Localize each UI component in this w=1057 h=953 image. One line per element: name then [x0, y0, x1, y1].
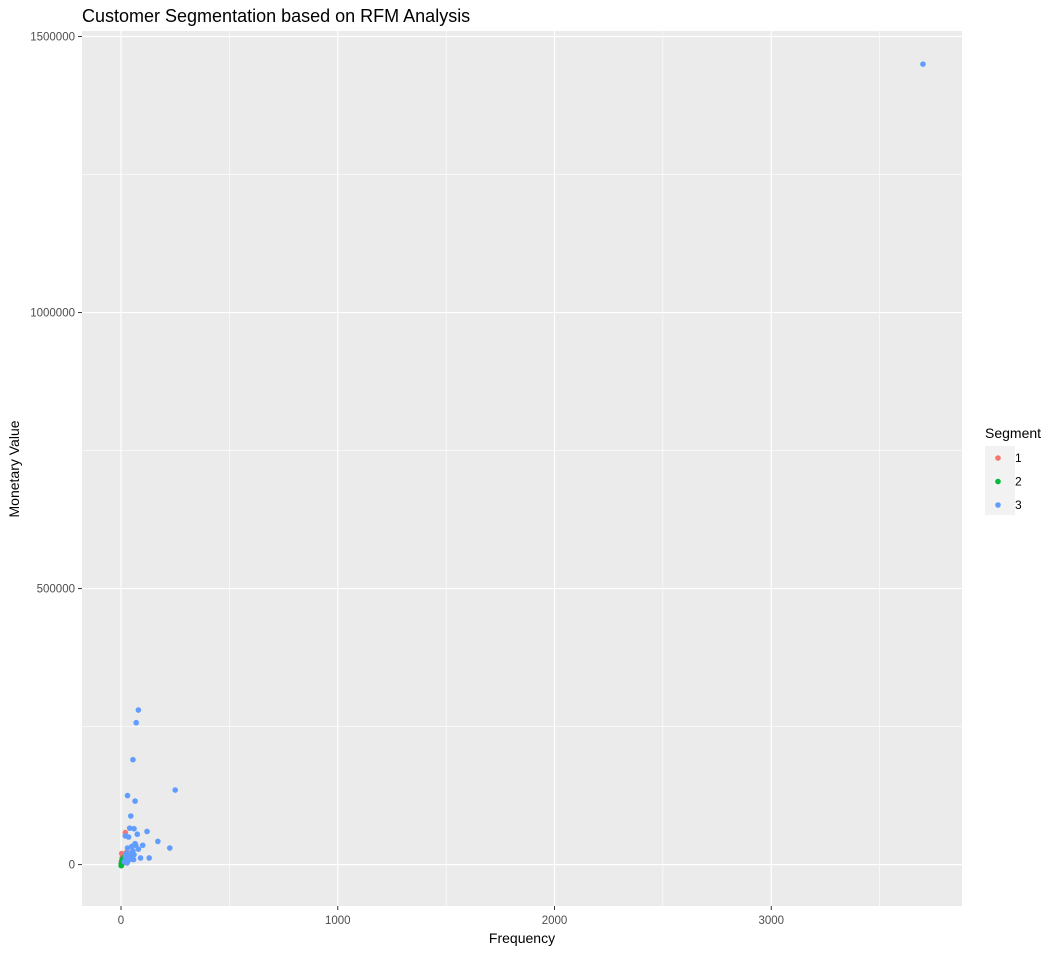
data-point-segment-3 [132, 798, 138, 804]
data-point-segment-3 [124, 845, 131, 851]
legend-key-2 [995, 478, 1001, 485]
data-point-segment-3 [920, 61, 926, 67]
y-tick-label: 500000 [37, 584, 75, 596]
data-point-segment-3 [124, 860, 130, 866]
x-tick-label: 3000 [758, 915, 784, 927]
data-point-segment-3 [132, 842, 139, 849]
legend-label-1: 1 [1015, 451, 1022, 465]
data-point-segment-3 [133, 719, 139, 726]
data-point-segment-3 [134, 831, 141, 838]
data-point-segment-3 [125, 834, 132, 840]
legend-label-2: 2 [1015, 475, 1022, 489]
legend-key-3 [995, 502, 1001, 508]
legend-label-3: 3 [1015, 498, 1022, 512]
legend-title: Segment [985, 425, 1041, 441]
data-point-segment-3 [131, 825, 137, 832]
data-point-segment-3 [124, 792, 131, 799]
chart-title: Customer Segmentation based on RFM Analy… [82, 6, 470, 26]
data-point-segment-3 [144, 828, 150, 835]
x-tick-label: 1000 [325, 915, 351, 927]
data-point-segment-3 [137, 855, 144, 861]
data-point-segment-3 [127, 813, 134, 819]
data-point-segment-3 [130, 856, 137, 863]
data-point-segment-3 [135, 707, 142, 713]
data-point-segment-3 [166, 845, 173, 851]
plot-panel [82, 31, 962, 906]
x-axis-ticks: 0 1000 2000 3000 [118, 906, 784, 927]
legend: Segment 1 2 3 [985, 425, 1041, 515]
y-axis-title: Monetary Value [6, 420, 22, 517]
y-axis-ticks: 0 500000 1000000 1500000 [30, 32, 82, 872]
data-point-segment-3 [126, 825, 133, 831]
x-tick-label: 2000 [542, 915, 568, 927]
y-tick-label: 0 [69, 860, 75, 872]
x-axis-title: Frequency [489, 930, 555, 946]
legend-key-1 [995, 455, 1001, 461]
data-point-segment-3 [155, 838, 161, 845]
data-point-segment-3 [139, 842, 146, 849]
data-point-segment-3 [146, 855, 152, 861]
data-points [118, 61, 926, 869]
x-tick-label: 0 [118, 915, 124, 927]
y-tick-label: 1000000 [30, 308, 75, 320]
data-point-segment-3 [172, 787, 179, 793]
data-point-segment-3 [126, 851, 133, 858]
data-point-segment-3 [130, 756, 136, 763]
grid-lines [82, 31, 962, 906]
y-tick-label: 1500000 [30, 32, 75, 44]
